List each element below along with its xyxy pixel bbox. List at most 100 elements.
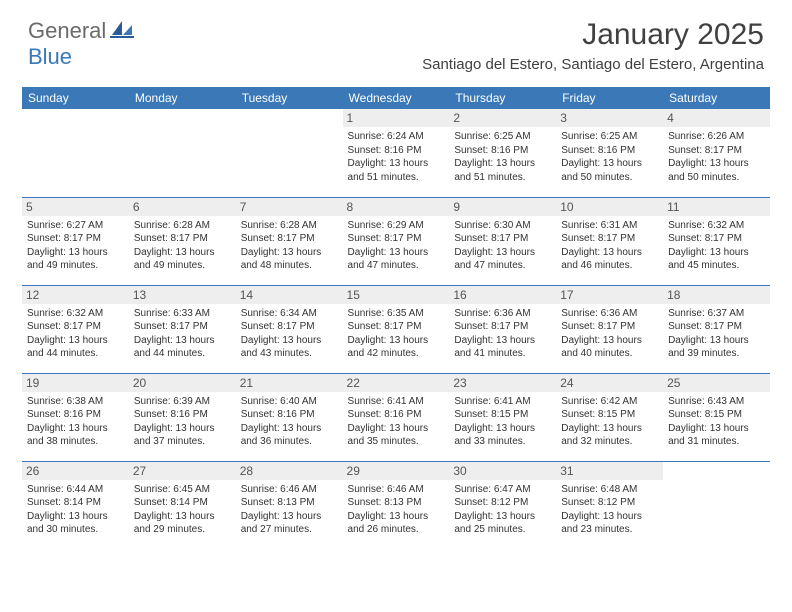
calendar-day-cell: 23Sunrise: 6:41 AMSunset: 8:15 PMDayligh… [449, 373, 556, 461]
day-number: 27 [129, 462, 236, 480]
daylight-text: Daylight: 13 hours and 37 minutes. [134, 422, 231, 449]
day-number: 14 [236, 286, 343, 304]
calendar-day-cell: 6 Sunrise: 6:28 AMSunset: 8:17 PMDaylight… [129, 197, 236, 285]
day-number: 6 [129, 198, 236, 216]
sunrise-text: Sunrise: 6:28 AM [134, 219, 231, 233]
day-details: Sunrise: 6:36 AMSunset: 8:17 PMDaylight:… [561, 307, 658, 361]
day-number: 20 [129, 374, 236, 392]
sunrise-text: Sunrise: 6:25 AM [561, 130, 658, 144]
daylight-text: Daylight: 13 hours and 23 minutes. [561, 510, 658, 537]
weekday-header: Sunday [22, 87, 129, 109]
day-details: Sunrise: 6:45 AMSunset: 8:14 PMDaylight:… [134, 483, 231, 537]
calendar-day-cell [663, 461, 770, 549]
sunset-text: Sunset: 8:14 PM [27, 496, 124, 510]
weekday-header: Thursday [449, 87, 556, 109]
sunset-text: Sunset: 8:15 PM [454, 408, 551, 422]
day-details: Sunrise: 6:30 AMSunset: 8:17 PMDaylight:… [454, 219, 551, 273]
location-text: Santiago del Estero, Santiago del Estero… [422, 56, 764, 73]
day-number: 22 [343, 374, 450, 392]
daylight-text: Daylight: 13 hours and 49 minutes. [134, 246, 231, 273]
daylight-text: Daylight: 13 hours and 36 minutes. [241, 422, 338, 449]
weekday-header: Saturday [663, 87, 770, 109]
sunset-text: Sunset: 8:17 PM [27, 320, 124, 334]
logo-text-blue: Blue [28, 44, 72, 69]
sunrise-text: Sunrise: 6:26 AM [668, 130, 765, 144]
daylight-text: Daylight: 13 hours and 50 minutes. [561, 157, 658, 184]
daylight-text: Daylight: 13 hours and 42 minutes. [348, 334, 445, 361]
sunset-text: Sunset: 8:15 PM [561, 408, 658, 422]
sunrise-text: Sunrise: 6:27 AM [27, 219, 124, 233]
day-details: Sunrise: 6:37 AMSunset: 8:17 PMDaylight:… [668, 307, 765, 361]
daylight-text: Daylight: 13 hours and 44 minutes. [27, 334, 124, 361]
calendar-week-row: 1 Sunrise: 6:24 AM Sunset: 8:16 PMDaylight… [22, 109, 770, 197]
calendar-week-row: 12Sunrise: 6:32 AMSunset: 8:17 PMDayligh… [22, 285, 770, 373]
sunrise-text: Sunrise: 6:37 AM [668, 307, 765, 321]
title-block: January 2025 Santiago del Estero, Santia… [422, 18, 764, 73]
sunset-text: Sunset: 8:17 PM [348, 320, 445, 334]
day-number: 17 [556, 286, 663, 304]
day-details: Sunrise: 6:46 AMSunset: 8:13 PMDaylight:… [241, 483, 338, 537]
day-number: 10 [556, 198, 663, 216]
calendar-day-cell: 29Sunrise: 6:46 AMSunset: 8:13 PMDayligh… [343, 461, 450, 549]
daylight-text: Daylight: 13 hours and 29 minutes. [134, 510, 231, 537]
calendar-day-cell: 19Sunrise: 6:38 AMSunset: 8:16 PMDayligh… [22, 373, 129, 461]
daylight-text: Daylight: 13 hours and 47 minutes. [348, 246, 445, 273]
daylight-text: Daylight: 13 hours and 41 minutes. [454, 334, 551, 361]
daylight-text: Daylight: 13 hours and 45 minutes. [668, 246, 765, 273]
sunrise-text: Sunrise: 6:43 AM [668, 395, 765, 409]
calendar-day-cell: 8Sunrise: 6:29 AMSunset: 8:17 PMDaylight… [343, 197, 450, 285]
day-number: 9 [449, 198, 556, 216]
calendar-day-cell [129, 109, 236, 197]
daylight-text: Daylight: 13 hours and 25 minutes. [454, 510, 551, 537]
calendar-day-cell: 4Sunrise: 6:26 AMSunset: 8:17 PMDaylight… [663, 109, 770, 197]
sunrise-text: Sunrise: 6:35 AM [348, 307, 445, 321]
sunrise-text: Sunrise: 6:32 AM [27, 307, 124, 321]
day-details: Sunrise: 6:42 AMSunset: 8:15 PMDaylight:… [561, 395, 658, 449]
sunset-text: Sunset: 8:17 PM [454, 232, 551, 246]
sunrise-text: Sunrise: 6:40 AM [241, 395, 338, 409]
weekday-header: Friday [556, 87, 663, 109]
sunset-text: Sunset: 8:16 PM [134, 408, 231, 422]
sunset-text: Sunset: 8:16 PM [348, 408, 445, 422]
day-details: Sunrise: 6:28 AMSunset: 8:17 PMDaylight:… [134, 219, 231, 273]
day-details: Sunrise: 6:31 AMSunset: 8:17 PMDaylight:… [561, 219, 658, 273]
calendar-day-cell: 13Sunrise: 6:33 AMSunset: 8:17 PMDayligh… [129, 285, 236, 373]
sunset-text: Sunset: 8:17 PM [134, 320, 231, 334]
sunrise-text: Sunrise: 6:41 AM [348, 395, 445, 409]
month-title: January 2025 [422, 18, 764, 52]
sunset-text: Sunset: 8:12 PM [454, 496, 551, 510]
day-number: 12 [22, 286, 129, 304]
calendar-day-cell: 28Sunrise: 6:46 AMSunset: 8:13 PMDayligh… [236, 461, 343, 549]
calendar-day-cell: 1Sunrise: 6:24 AMSunset: 8:16 PMDaylight… [343, 109, 450, 197]
day-number: 1 [343, 109, 450, 127]
calendar-day-cell: 20Sunrise: 6:39 AMSunset: 8:16 PMDayligh… [129, 373, 236, 461]
sunrise-text: Sunrise: 6:38 AM [27, 395, 124, 409]
sunrise-text: Sunrise: 6:28 AM [241, 219, 338, 233]
sunrise-text: Sunrise: 6:36 AM [561, 307, 658, 321]
day-number: 21 [236, 374, 343, 392]
calendar-day-cell: 7Sunrise: 6:28 AMSunset: 8:17 PMDaylight… [236, 197, 343, 285]
header: General January 2025 Santiago del Estero… [0, 0, 792, 79]
day-details: Sunrise: 6:38 AMSunset: 8:16 PMDaylight:… [27, 395, 124, 449]
sunset-text: Sunset: 8:15 PM [668, 408, 765, 422]
sunrise-text: Sunrise: 6:31 AM [561, 219, 658, 233]
calendar-header-row: Sunday Monday Tuesday Wednesday Thursday… [22, 87, 770, 109]
day-details: Sunrise: 6:26 AMSunset: 8:17 PMDaylight:… [668, 130, 765, 184]
logo-blue-wrap: Blue [28, 44, 72, 70]
day-details: Sunrise: 6:28 AMSunset: 8:17 PMDaylight:… [241, 219, 338, 273]
sunrise-text: Sunrise: 6:33 AM [134, 307, 231, 321]
day-details: Sunrise: 6:43 AMSunset: 8:15 PMDaylight:… [668, 395, 765, 449]
daylight-text: Daylight: 13 hours and 44 minutes. [134, 334, 231, 361]
daylight-text: Daylight: 13 hours and 40 minutes. [561, 334, 658, 361]
sunset-text: Sunset: 8:16 PM [561, 144, 658, 158]
day-details: Sunrise: 6:25 AMSunset: 8:16 PMDaylight:… [561, 130, 658, 184]
calendar-day-cell: 17 Sunrise: 6:36 AMSunset: 8:17 PMDayligh… [556, 285, 663, 373]
daylight-text: Daylight: 13 hours and 38 minutes. [27, 422, 124, 449]
calendar-day-cell: 25Sunrise: 6:43 AMSunset: 8:15 PMDayligh… [663, 373, 770, 461]
daylight-text: Daylight: 13 hours and 27 minutes. [241, 510, 338, 537]
sunset-text: Sunset: 8:14 PM [134, 496, 231, 510]
calendar-day-cell: 2Sunrise: 6:25 AMSunset: 8:16 PMDaylight… [449, 109, 556, 197]
sunrise-text: Sunrise: 6:24 AM [348, 130, 445, 144]
day-number: 24 [556, 374, 663, 392]
sunrise-text: Sunrise: 6:48 AM [561, 483, 658, 497]
